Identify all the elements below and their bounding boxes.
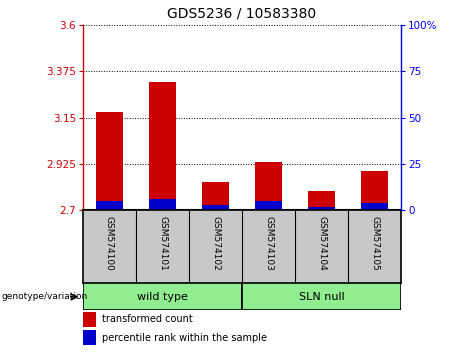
Bar [308, 191, 335, 210]
Text: GSM574104: GSM574104 [317, 216, 326, 271]
Bar [242, 284, 401, 310]
Text: genotype/variation: genotype/variation [2, 292, 88, 301]
Bar [83, 330, 96, 345]
Text: GSM574100: GSM574100 [105, 216, 114, 271]
Bar [202, 205, 229, 210]
Bar [308, 206, 335, 210]
Text: percentile rank within the sample: percentile rank within the sample [102, 333, 267, 343]
Text: transformed count: transformed count [102, 314, 193, 325]
Bar [96, 201, 123, 210]
Bar [255, 201, 282, 210]
Bar [96, 112, 123, 210]
Bar [83, 284, 242, 310]
Bar [83, 312, 96, 327]
Bar [361, 171, 388, 210]
Text: SLN null: SLN null [299, 292, 344, 302]
Title: GDS5236 / 10583380: GDS5236 / 10583380 [167, 7, 317, 21]
Bar [255, 162, 282, 210]
Text: wild type: wild type [137, 292, 188, 302]
Text: GSM574102: GSM574102 [211, 216, 220, 271]
Bar [361, 203, 388, 210]
Text: GSM574103: GSM574103 [264, 216, 273, 271]
Bar [149, 199, 176, 210]
Text: GSM574105: GSM574105 [370, 216, 379, 271]
Text: GSM574101: GSM574101 [158, 216, 167, 271]
Bar [149, 82, 176, 210]
Bar [202, 182, 229, 210]
